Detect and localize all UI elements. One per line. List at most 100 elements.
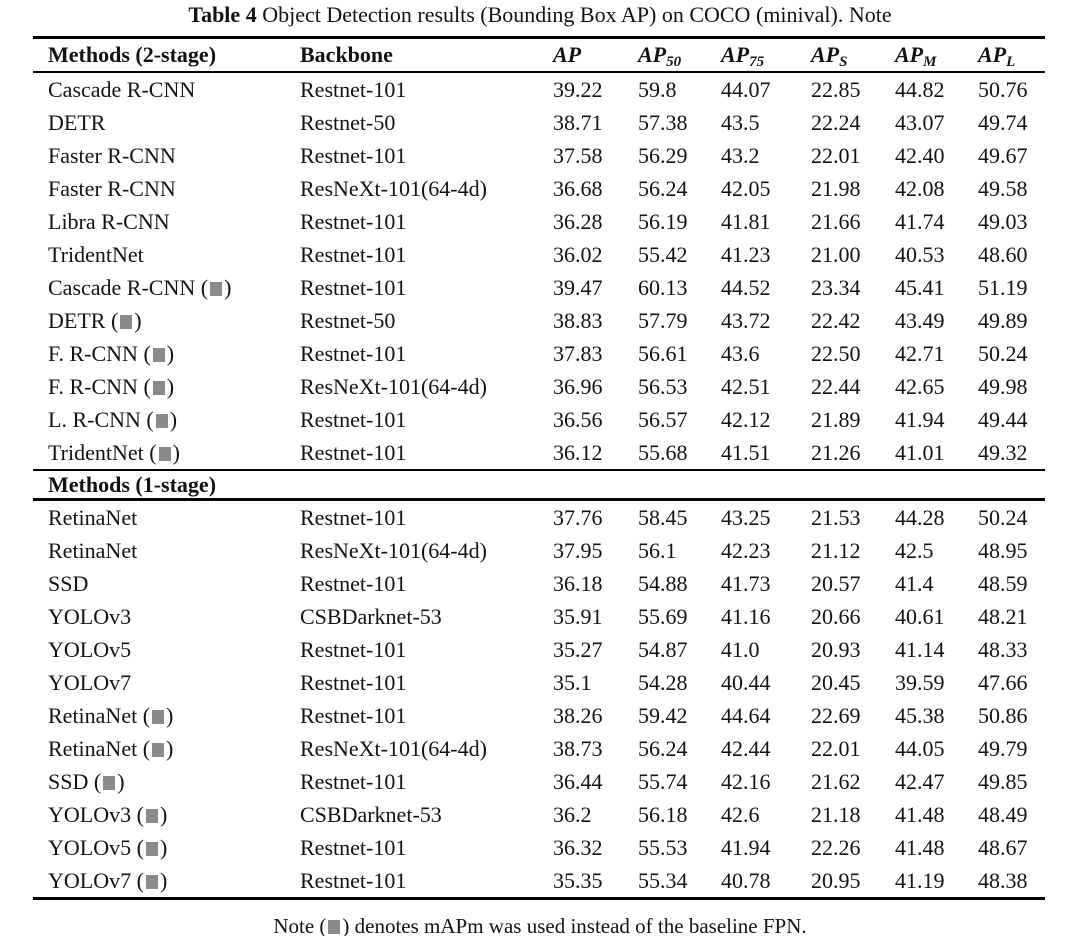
method-name: Faster R-CNN	[48, 142, 176, 168]
method-name: YOLOv7	[48, 669, 132, 695]
metric-value: 36.2	[553, 801, 592, 827]
footnote-post: ) denotes mAPm was used instead of the b…	[342, 914, 807, 936]
backbone-name: CSBDarknet-53	[300, 801, 442, 827]
backbone-name: Restnet-101	[300, 768, 407, 794]
metric-value: 49.85	[978, 768, 1028, 794]
metric-value: 56.1	[638, 537, 677, 563]
method-name: RetinaNet	[48, 537, 138, 563]
gray-square-marker-icon	[328, 920, 341, 934]
metric-value: 22.26	[811, 834, 861, 860]
backbone-name: Restnet-101	[300, 636, 407, 662]
metric-value: 23.34	[811, 274, 861, 300]
metric-value: 21.12	[811, 537, 861, 563]
metric-value: 37.95	[553, 537, 603, 563]
metric-value: 42.40	[895, 142, 945, 168]
metric-value: 39.59	[895, 669, 945, 695]
metric-value: 42.71	[895, 340, 945, 366]
metric-value: 48.33	[978, 636, 1028, 662]
metric-value: 21.98	[811, 175, 861, 201]
metric-value: 39.22	[553, 76, 603, 102]
metric-value: 40.53	[895, 241, 945, 267]
metric-value: 50.24	[978, 340, 1028, 366]
metric-value: 50.24	[978, 504, 1028, 530]
metric-value: 43.5	[721, 109, 760, 135]
backbone-name: Restnet-101	[300, 702, 407, 728]
metric-value: 50.86	[978, 702, 1028, 728]
table-caption-text: Object Detection results (Bounding Box A…	[256, 2, 892, 27]
metric-value: 41.19	[895, 867, 945, 893]
method-name: L. R-CNN ()	[48, 406, 178, 432]
metric-value: 42.51	[721, 373, 771, 399]
metric-value: 49.44	[978, 406, 1028, 432]
metric-value: 35.1	[553, 669, 592, 695]
metric-value: 36.56	[553, 406, 603, 432]
gray-square-marker-icon	[145, 874, 158, 889]
metric-value: 43.25	[721, 504, 771, 530]
gray-square-marker-icon	[152, 380, 165, 395]
metric-value: 48.49	[978, 801, 1028, 827]
metric-value: 42.5	[895, 537, 934, 563]
metric-value: 20.66	[811, 603, 861, 629]
backbone-name: Restnet-50	[300, 109, 396, 135]
backbone-name: Restnet-101	[300, 208, 407, 234]
backbone-name: Restnet-101	[300, 834, 407, 860]
method-name: TridentNet ()	[48, 439, 180, 465]
metric-value: 48.21	[978, 603, 1028, 629]
metric-value: 22.42	[811, 307, 861, 333]
metric-value: 47.66	[978, 669, 1028, 695]
method-name: YOLOv5	[48, 636, 132, 662]
metric-value: 49.74	[978, 109, 1028, 135]
table-row: Faster R-CNN Restnet-101 37.58 56.29 43.2 22.…	[33, 139, 1045, 172]
metric-value: 22.01	[811, 735, 861, 761]
table-row: F. R-CNN () ResNeXt-101(64-4d) 36.96 56.53 4…	[33, 370, 1045, 403]
metric-value: 41.48	[895, 834, 945, 860]
metric-value: 49.67	[978, 142, 1028, 168]
backbone-name: Restnet-101	[300, 504, 407, 530]
table-row: TridentNet Restnet-101 36.02 55.42 41.23 21.0…	[33, 238, 1045, 271]
metric-value: 44.64	[721, 702, 771, 728]
backbone-name: Restnet-101	[300, 76, 407, 102]
metric-value: 36.68	[553, 175, 603, 201]
metric-value: 49.03	[978, 208, 1028, 234]
metric-value: 22.69	[811, 702, 861, 728]
backbone-name: Restnet-50	[300, 307, 396, 333]
metric-value: 50.76	[978, 76, 1028, 102]
metric-value: 37.58	[553, 142, 603, 168]
table-row: SSD () Restnet-101 36.44 55.74 42.16 21.62 42.…	[33, 765, 1045, 798]
metric-value: 57.79	[638, 307, 688, 333]
backbone-name: Restnet-101	[300, 142, 407, 168]
metric-value: 56.19	[638, 208, 688, 234]
metric-value: 22.85	[811, 76, 861, 102]
metric-value: 49.89	[978, 307, 1028, 333]
backbone-name: Restnet-101	[300, 439, 407, 465]
metric-value: 56.57	[638, 406, 688, 432]
table-header-row: Methods (2-stage) Backbone AP AP50 AP75 …	[33, 36, 1045, 73]
table-row: Faster R-CNN ResNeXt-101(64-4d) 36.68 56.24…	[33, 172, 1045, 205]
table-row: Cascade R-CNN () Restnet-101 39.47 60.13 44.…	[33, 271, 1045, 304]
backbone-name: Restnet-101	[300, 570, 407, 596]
metric-value: 21.62	[811, 768, 861, 794]
metric-value: 41.01	[895, 439, 945, 465]
metric-value: 36.96	[553, 373, 603, 399]
table-row: YOLOv5 Restnet-101 35.27 54.87 41.0 20.93 41.1…	[33, 633, 1045, 666]
metric-value: 42.08	[895, 175, 945, 201]
metric-value: 21.66	[811, 208, 861, 234]
section-header-1-stage: Methods (1-stage)	[33, 469, 1045, 501]
column-header-ap75: AP75	[721, 42, 765, 70]
metric-value: 40.44	[721, 669, 771, 695]
metric-value: 49.79	[978, 735, 1028, 761]
method-name: YOLOv7 ()	[48, 867, 168, 893]
method-name: F. R-CNN ()	[48, 340, 175, 366]
table-body: Cascade R-CNN Restnet-101 39.22 59.8 44.07 22…	[33, 73, 1045, 897]
backbone-name: Restnet-101	[300, 406, 407, 432]
method-name: DETR ()	[48, 307, 142, 333]
metric-value: 21.18	[811, 801, 861, 827]
table-bottom-rule	[33, 897, 1045, 900]
metric-value: 60.13	[638, 274, 688, 300]
table-row: DETR Restnet-50 38.71 57.38 43.5 22.24 43.07 49…	[33, 106, 1045, 139]
table-row: RetinaNet ResNeXt-101(64-4d) 37.95 56.1 42.2…	[33, 534, 1045, 567]
metric-value: 55.34	[638, 867, 688, 893]
column-header-aps: APS	[811, 42, 848, 70]
metric-value: 41.51	[721, 439, 771, 465]
